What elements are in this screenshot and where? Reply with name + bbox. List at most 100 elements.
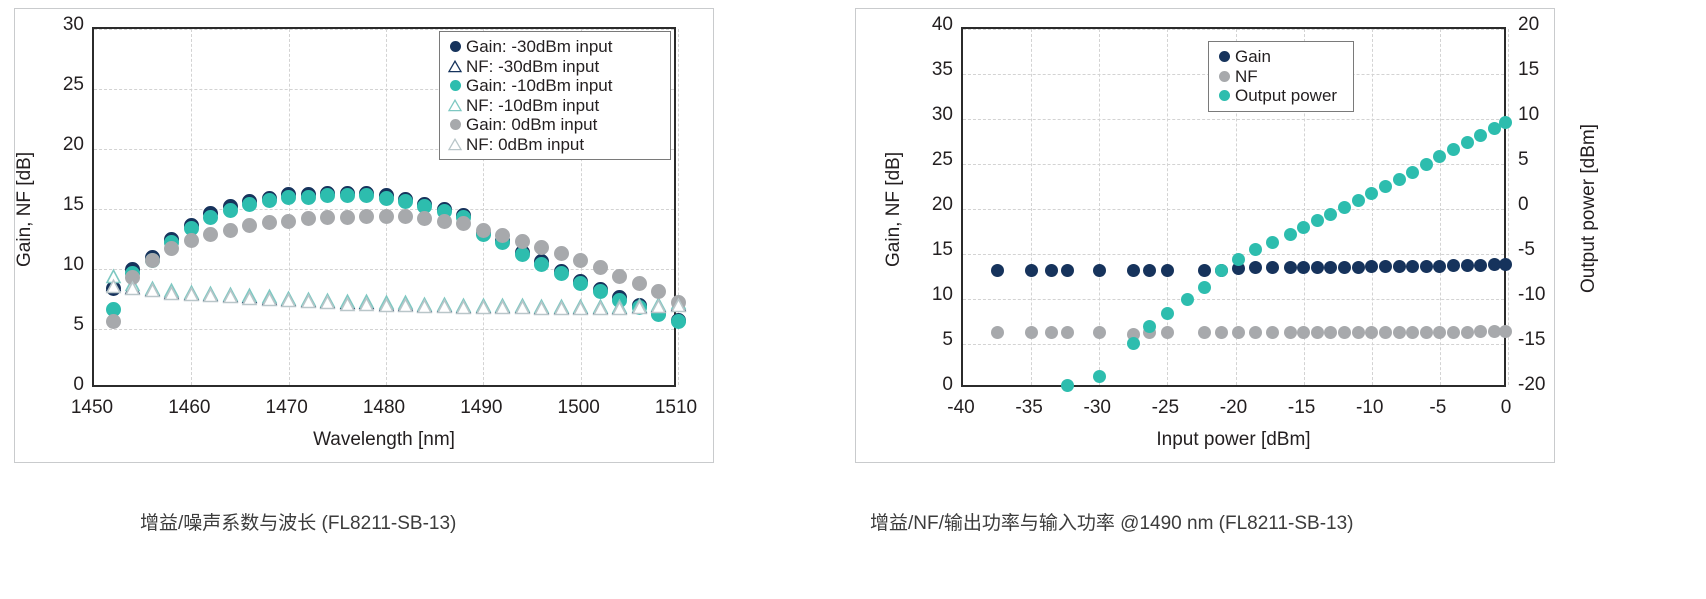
data-point bbox=[1365, 187, 1379, 201]
data-point bbox=[990, 263, 1004, 277]
y2-axis-title: Output power [dBm] bbox=[1578, 124, 1599, 294]
data-point bbox=[203, 226, 219, 242]
data-point-triangle bbox=[319, 294, 336, 310]
legend-item: Gain bbox=[1216, 47, 1345, 67]
legend-marker-circle bbox=[447, 41, 463, 53]
data-point bbox=[475, 223, 491, 239]
gridline-v bbox=[580, 29, 582, 385]
data-point bbox=[990, 325, 1004, 339]
data-point-triangle bbox=[222, 288, 239, 304]
y2-axis-tick-label: 10 bbox=[1518, 104, 1540, 125]
legend-item: Gain: -10dBm input bbox=[447, 76, 662, 96]
data-point bbox=[1447, 325, 1460, 339]
data-point bbox=[534, 256, 550, 272]
data-point bbox=[105, 314, 121, 330]
data-point bbox=[1338, 261, 1351, 274]
data-point bbox=[1474, 259, 1488, 273]
legend-marker-circle bbox=[447, 80, 463, 92]
y-axis-tick-label: 25 bbox=[931, 149, 953, 170]
gridline-v bbox=[386, 29, 387, 385]
data-point bbox=[1181, 292, 1195, 306]
gridline-v bbox=[1099, 29, 1101, 385]
data-point-triangle bbox=[611, 300, 628, 316]
legend-marker-circle bbox=[447, 119, 463, 131]
data-point bbox=[1378, 325, 1392, 339]
y-axis-title: Gain, NF [dB] bbox=[883, 151, 904, 267]
data-point bbox=[397, 208, 413, 224]
data-point bbox=[1297, 325, 1311, 339]
gridline-h bbox=[963, 164, 1504, 165]
data-point bbox=[1297, 220, 1311, 234]
data-point bbox=[1249, 325, 1263, 339]
data-point bbox=[125, 269, 141, 285]
y-axis-tick-label: 0 bbox=[73, 374, 84, 395]
x-axis-tick-label: -40 bbox=[947, 397, 975, 418]
gridline-v bbox=[1167, 29, 1169, 385]
data-point bbox=[514, 233, 530, 249]
x-axis-tick-label: 1510 bbox=[654, 397, 698, 418]
data-point bbox=[1160, 325, 1174, 339]
data-point bbox=[1365, 325, 1379, 339]
data-point bbox=[1378, 260, 1392, 274]
x-axis-tick-label: -20 bbox=[1219, 397, 1248, 418]
y-axis-tick-label: 20 bbox=[62, 134, 84, 155]
data-point bbox=[1045, 325, 1059, 339]
data-point bbox=[1143, 263, 1157, 277]
gridline-v bbox=[1508, 29, 1509, 385]
data-point bbox=[495, 227, 511, 243]
data-point bbox=[1392, 260, 1406, 274]
data-point bbox=[1324, 325, 1338, 339]
data-point bbox=[592, 284, 608, 300]
gridline-v bbox=[483, 29, 485, 385]
legend-dot-icon bbox=[1218, 70, 1230, 82]
data-point bbox=[1447, 143, 1460, 157]
legend-dot-icon bbox=[449, 119, 461, 131]
data-point bbox=[242, 196, 258, 212]
data-point bbox=[1092, 369, 1106, 383]
data-point bbox=[1310, 325, 1324, 339]
x-axis-tick-label: 1490 bbox=[460, 397, 503, 418]
data-point-triangle bbox=[397, 297, 414, 313]
data-point bbox=[1310, 214, 1324, 228]
data-point bbox=[1460, 135, 1474, 149]
legend-item: Gain: 0dBm input bbox=[447, 115, 662, 135]
data-point bbox=[1215, 325, 1229, 339]
gridline-h bbox=[963, 119, 1504, 120]
x-axis-title: Wavelength [nm] bbox=[313, 429, 455, 450]
data-point-triangle bbox=[553, 300, 570, 316]
data-point bbox=[1419, 157, 1433, 171]
y-axis-tick-label: 0 bbox=[942, 374, 953, 395]
legend-label: Gain bbox=[1235, 47, 1271, 67]
data-point-triangle bbox=[475, 299, 492, 315]
y-axis-tick-label: 5 bbox=[942, 329, 953, 350]
data-point bbox=[1092, 325, 1106, 339]
y-axis-tick-label: 20 bbox=[931, 194, 953, 215]
y-axis-tick-label: 5 bbox=[73, 314, 84, 335]
x-axis-tick-label: -10 bbox=[1356, 397, 1384, 418]
data-point bbox=[339, 209, 355, 225]
y-axis-tick-label: 25 bbox=[62, 74, 84, 95]
data-point-triangle bbox=[105, 277, 122, 294]
data-point bbox=[553, 245, 569, 261]
x-axis-tick-label: 1500 bbox=[557, 397, 600, 418]
data-point-triangle bbox=[261, 291, 278, 307]
data-point bbox=[1433, 150, 1447, 164]
data-point-triangle bbox=[144, 282, 161, 298]
data-point-triangle bbox=[280, 292, 297, 308]
data-point bbox=[1215, 263, 1229, 277]
gridline-v bbox=[191, 29, 193, 385]
legend-item: NF: -10dBm input bbox=[447, 96, 662, 116]
data-point bbox=[203, 209, 219, 225]
data-point-triangle bbox=[436, 298, 453, 314]
data-point bbox=[534, 239, 550, 255]
legend-dot-icon bbox=[1218, 90, 1230, 102]
legend-item: NF: 0dBm input bbox=[447, 135, 662, 155]
y2-axis-tick-label: 15 bbox=[1518, 59, 1540, 80]
data-point-triangle bbox=[378, 297, 394, 313]
legend-label: NF bbox=[1235, 66, 1258, 86]
data-point bbox=[1351, 194, 1365, 208]
data-point-triangle bbox=[592, 300, 608, 316]
y-axis-title: Gain, NF [dB] bbox=[14, 151, 35, 267]
data-point bbox=[1474, 324, 1488, 338]
